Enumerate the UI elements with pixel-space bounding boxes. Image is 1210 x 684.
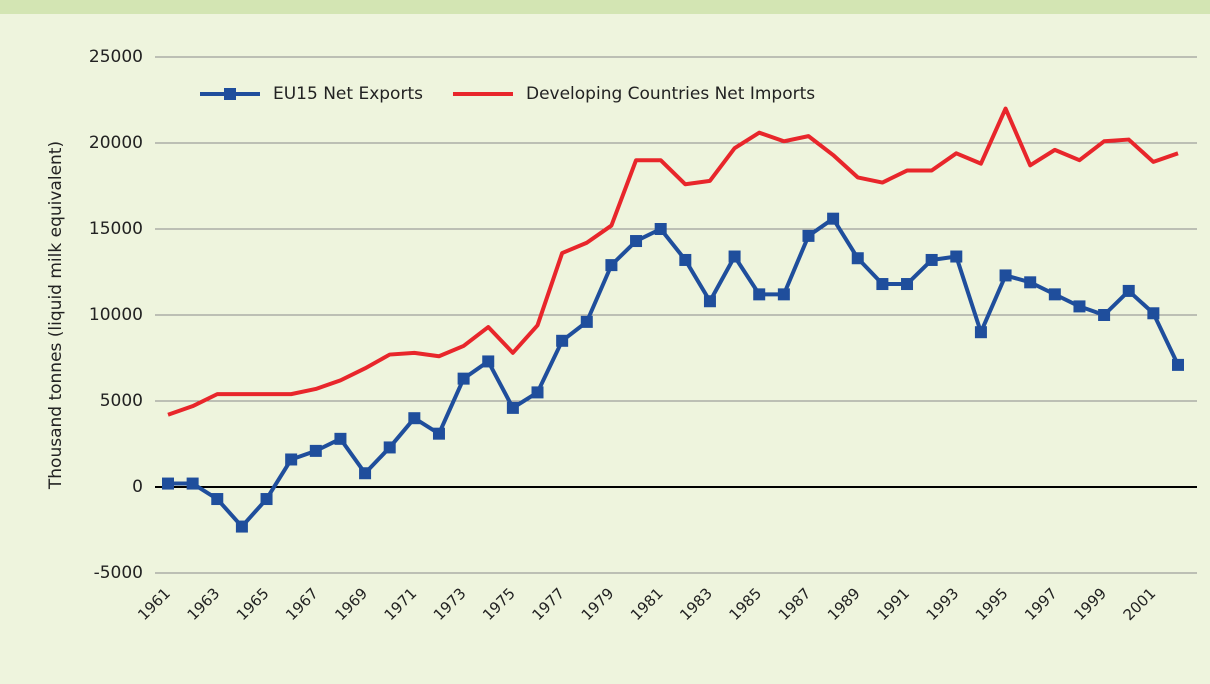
series-marker [580, 315, 593, 328]
series-marker [531, 386, 544, 399]
series-marker [999, 269, 1012, 282]
series-marker [974, 326, 987, 339]
series-marker [1122, 284, 1135, 297]
series-marker [1098, 309, 1111, 321]
series-marker [851, 252, 864, 265]
series-marker [703, 295, 716, 308]
y-tick-label: 25000 [89, 47, 143, 67]
series-marker [630, 235, 643, 248]
series-marker [309, 444, 322, 457]
series-marker [432, 427, 445, 440]
legend-marker [224, 88, 236, 100]
series-marker [679, 253, 692, 266]
series-marker [359, 467, 372, 480]
series-marker [925, 253, 938, 266]
series-marker [506, 401, 519, 414]
series-marker [235, 520, 248, 533]
series-marker [728, 250, 741, 263]
series-marker [1073, 300, 1086, 313]
series-marker [950, 250, 963, 263]
y-tick-label: 15000 [89, 219, 143, 239]
series-marker [482, 355, 495, 368]
series-marker [654, 223, 667, 235]
series-marker [876, 278, 889, 291]
y-tick-label: 0 [132, 477, 143, 497]
series-marker [408, 412, 421, 425]
series-marker [162, 477, 174, 490]
series-marker [901, 278, 914, 291]
series-marker [383, 441, 396, 454]
series-marker [827, 212, 840, 225]
y-tick-label: -5000 [94, 563, 143, 583]
series-marker [1024, 276, 1037, 289]
series-marker [260, 493, 273, 506]
series-marker [605, 259, 618, 272]
series-marker [285, 453, 298, 466]
series-marker [1147, 307, 1160, 320]
legend-label: EU15 Net Exports [273, 84, 423, 104]
series-marker [753, 288, 766, 301]
series-line [167, 106, 1179, 417]
y-axis-label: Thousand tonnes (liquid milk equivalent) [46, 141, 66, 490]
top-band [0, 0, 1210, 14]
y-tick-label: 20000 [89, 133, 143, 153]
series-marker [186, 477, 199, 490]
series-marker [211, 493, 224, 506]
y-tick-label: 10000 [89, 305, 143, 325]
series-marker [556, 334, 569, 347]
series-marker [1048, 288, 1061, 301]
series-marker [777, 288, 790, 301]
series-marker [1172, 358, 1184, 371]
legend-label: Developing Countries Net Imports [526, 84, 815, 104]
series-marker [802, 229, 815, 242]
y-tick-label: 5000 [100, 391, 143, 411]
series-marker [334, 432, 347, 445]
series-marker [457, 372, 470, 385]
